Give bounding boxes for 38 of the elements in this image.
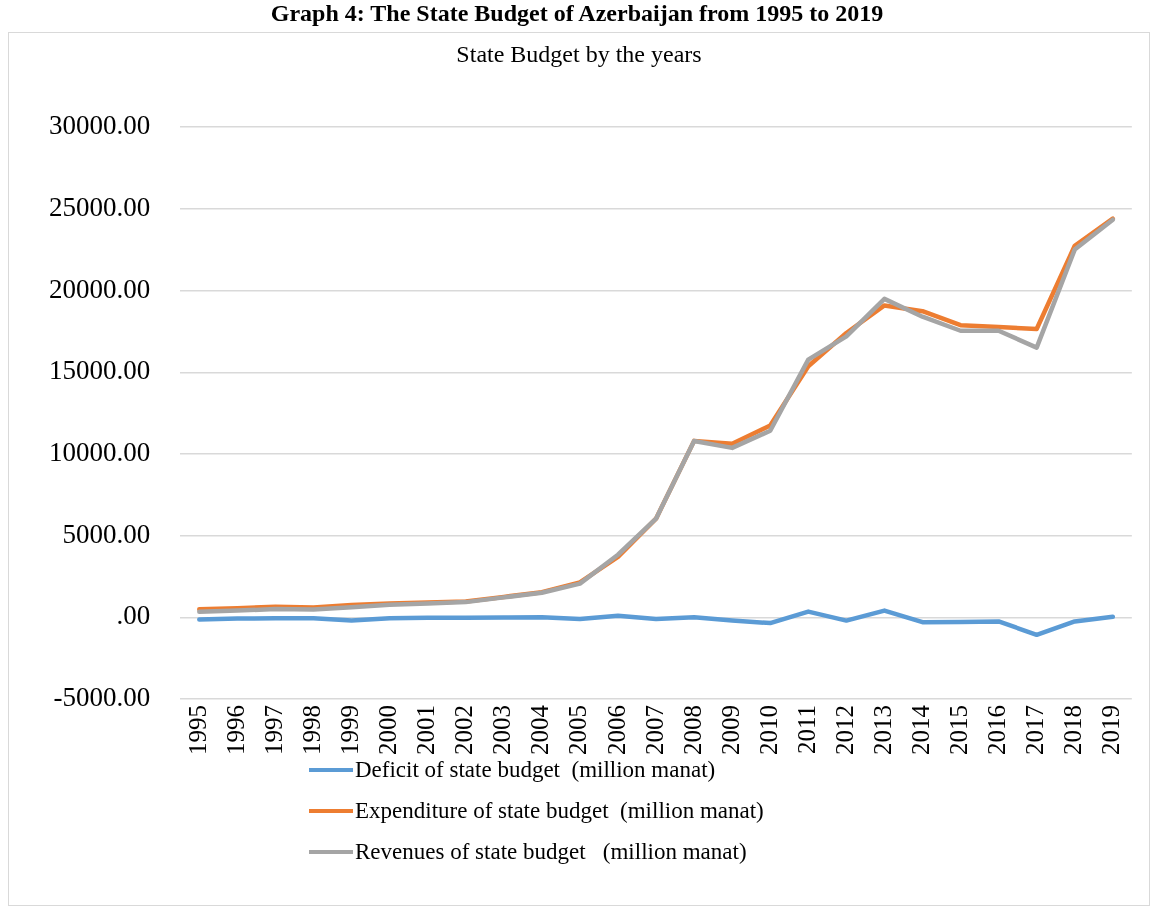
- y-tick-label: 15000.00: [49, 355, 151, 386]
- x-tick-label: 2017: [1021, 705, 1049, 755]
- x-tick-label: 2003: [488, 705, 516, 755]
- x-tick-label: 2005: [564, 705, 592, 755]
- y-tick-label: 20000.00: [49, 273, 151, 304]
- legend-label: Expenditure of state budget (million manat): [355, 797, 764, 824]
- legend-label: Revenues of state budget (million manat): [355, 838, 747, 865]
- y-tick-label: 10000.00: [49, 437, 151, 468]
- x-tick-label: 2004: [526, 704, 554, 755]
- legend-label: Deficit of state budget (million manat): [355, 756, 716, 783]
- x-tick-label: 1998: [298, 705, 326, 755]
- x-tick-label: 2007: [640, 705, 668, 755]
- x-tick-label: 2013: [868, 705, 896, 755]
- chart-title: Graph 4: The State Budget of Azerbaijan from 1995 to 2019: [269, 0, 885, 27]
- x-tick-label: 2011: [792, 705, 820, 755]
- x-tick-label: 2019: [1097, 705, 1125, 755]
- chart-subtitle: State Budget by the years: [455, 41, 703, 68]
- x-tick-label: 2006: [602, 705, 630, 755]
- y-tick-label: -5000.00: [53, 682, 151, 713]
- x-tick-label: 1999: [336, 705, 364, 755]
- x-tick-label: 1996: [221, 705, 249, 755]
- x-tick-label: 1997: [259, 705, 287, 755]
- x-tick-label: 2018: [1059, 705, 1087, 755]
- y-tick-label: 25000.00: [49, 191, 151, 222]
- x-tick-label: 2014: [907, 704, 935, 755]
- x-tick-label: 2001: [412, 705, 440, 755]
- x-tick-label: 2015: [945, 705, 973, 755]
- x-tick-label: 2016: [983, 705, 1011, 755]
- x-tick-label: 2009: [716, 705, 744, 755]
- x-tick-label: 2002: [450, 705, 478, 755]
- x-tick-label: 2008: [678, 705, 706, 755]
- y-tick-label: 5000.00: [62, 518, 151, 549]
- y-tick-label: 30000.00: [49, 110, 151, 141]
- x-tick-label: 1995: [183, 705, 211, 755]
- x-tick-label: 2010: [754, 705, 782, 755]
- y-tick-label: .00: [116, 600, 151, 631]
- x-tick-label: 2000: [374, 705, 402, 755]
- x-tick-label: 2012: [830, 705, 858, 755]
